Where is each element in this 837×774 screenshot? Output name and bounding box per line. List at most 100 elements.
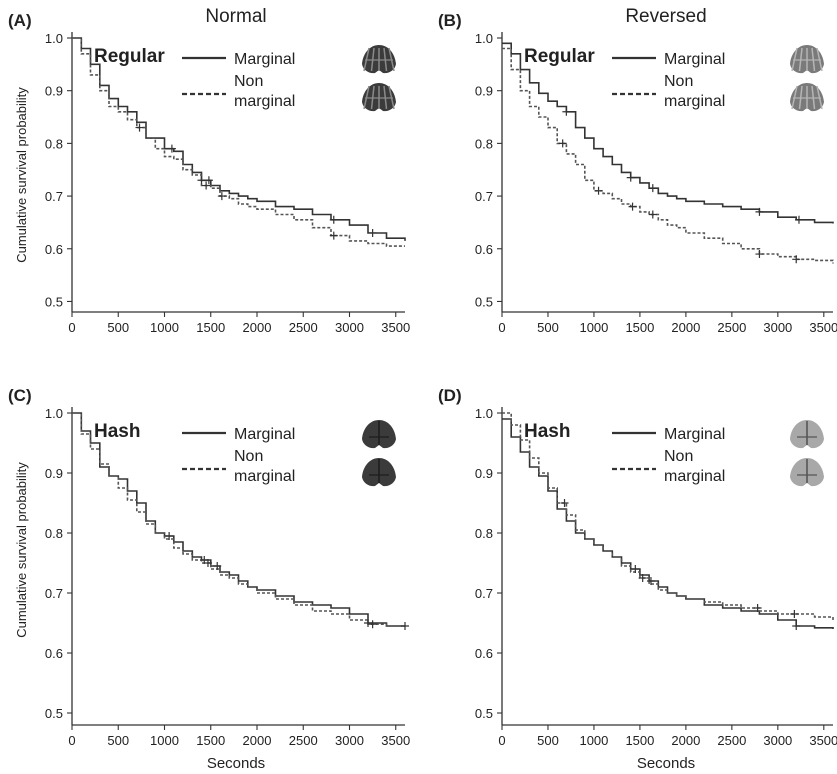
pattern-regular-light-icon	[790, 83, 824, 112]
y-tick-label: 0.6	[45, 646, 63, 661]
inset-label: Regular	[94, 46, 165, 67]
series-marginal-line	[72, 37, 406, 241]
x-tick-label: 0	[498, 320, 505, 335]
censor-mark	[638, 574, 647, 582]
y-tick-label: 0.5	[45, 706, 63, 721]
legend-label-non-marginal-line2: marginal	[664, 93, 725, 110]
legend-label-non-marginal-line1: Non	[234, 448, 263, 465]
x-tick-label: 500	[537, 320, 559, 335]
x-tick-label: 500	[107, 320, 129, 335]
censor-mark	[558, 139, 567, 148]
panel-3: (C) 0 500 1000 1500 2000 2500 3000 3500 0.5 0.6 0.7…	[8, 386, 410, 748]
y-tick-label: 0.8	[475, 526, 493, 541]
panel-4: (D) 0 500 1000 1500 2000 2500 3000 3500 0.5 0.6 0.7…	[438, 386, 837, 748]
y-tick-label: 0.7	[45, 586, 63, 601]
x-tick-label: 1500	[196, 320, 225, 335]
x-tick-label: 1000	[579, 320, 608, 335]
x-tick-label: 3000	[335, 320, 364, 335]
inset-label: Regular	[524, 46, 595, 67]
x-tick-label: 3000	[335, 733, 364, 748]
series-marginal-line	[502, 418, 834, 629]
series-marginal-line	[72, 412, 405, 627]
y-tick-label: 0.5	[475, 294, 493, 309]
y-tick-label: 0.8	[475, 136, 493, 151]
y-tick-label: 0.8	[45, 526, 63, 541]
x-tick-label: 500	[107, 733, 129, 748]
x-tick-label: 2500	[717, 320, 746, 335]
y-axis-label-top: Cumulative survival probability	[14, 87, 29, 263]
censor-mark	[368, 620, 377, 629]
legend-label-marginal: Marginal	[664, 426, 725, 443]
censor-mark	[167, 144, 176, 153]
y-tick-label: 1.0	[475, 31, 493, 46]
x-tick-label: 500	[537, 733, 559, 748]
censor-mark	[648, 210, 657, 219]
x-tick-label: 2500	[289, 733, 318, 748]
legend-label-non-marginal-line2: marginal	[234, 468, 295, 485]
y-tick-label: 0.5	[45, 294, 63, 309]
y-tick-label: 0.6	[475, 242, 493, 257]
censor-mark	[631, 565, 640, 573]
series-marginal-line	[502, 42, 834, 224]
x-tick-label: 1500	[196, 733, 225, 748]
y-tick-label: 0.9	[45, 84, 63, 99]
x-tick-label: 1500	[625, 320, 654, 335]
censor-mark	[790, 610, 799, 618]
censor-mark	[217, 192, 226, 201]
y-tick-label: 1.0	[45, 406, 63, 421]
x-tick-label: 3500	[809, 733, 837, 748]
y-tick-label: 0.7	[475, 586, 493, 601]
pattern-hash-light-icon	[790, 420, 824, 449]
panel-letter: (D)	[438, 386, 462, 405]
legend-label-marginal: Marginal	[664, 51, 725, 68]
y-tick-label: 0.5	[475, 706, 493, 721]
panel-letter: (A)	[8, 11, 32, 30]
legend-label-marginal: Marginal	[234, 51, 295, 68]
y-tick-label: 0.9	[475, 466, 493, 481]
x-tick-label: 1000	[579, 733, 608, 748]
legend-label-marginal: Marginal	[234, 426, 295, 443]
censor-mark	[792, 622, 801, 630]
x-axis-label-left: Seconds	[207, 755, 265, 772]
y-tick-label: 0.8	[45, 136, 63, 151]
y-tick-label: 0.6	[475, 646, 493, 661]
x-tick-label: 3500	[809, 320, 837, 335]
column-title-reversed: Reversed	[625, 6, 706, 27]
censor-mark	[368, 228, 377, 237]
y-tick-label: 0.6	[45, 242, 63, 257]
x-tick-label: 3500	[381, 733, 410, 748]
panel-1: (A) 0 500 1000 1500 2000 2500 3000 3500 0.5 0.6 0.7…	[8, 11, 410, 335]
x-tick-label: 3000	[763, 733, 792, 748]
censor-mark	[594, 186, 603, 195]
censor-mark	[329, 215, 338, 224]
censor-mark	[364, 619, 372, 627]
censor-mark	[213, 562, 222, 570]
y-tick-label: 0.9	[475, 84, 493, 99]
x-tick-label: 3000	[763, 320, 792, 335]
x-tick-label: 1000	[150, 320, 179, 335]
panel-2: (B) 0 500 1000 1500 2000 2500 3000 3500 0.5 0.6 0.7…	[438, 11, 837, 335]
censor-mark	[628, 202, 637, 211]
x-tick-label: 2000	[243, 733, 272, 748]
censor-mark	[753, 604, 762, 612]
censor-mark	[626, 173, 635, 182]
y-tick-label: 0.7	[45, 189, 63, 204]
y-axis-label-bottom: Cumulative survival probability	[14, 462, 29, 638]
pattern-regular-dark-icon	[362, 83, 396, 112]
censor-mark	[401, 622, 409, 630]
censor-mark	[646, 577, 655, 585]
inset-label: Hash	[94, 421, 140, 442]
pattern-hash-dark-icon	[362, 458, 396, 487]
panel-letter: (C)	[8, 386, 32, 405]
x-tick-label: 2000	[671, 320, 700, 335]
panels: (A) 0 500 1000 1500 2000 2500 3000 3500 0.5 0.6 0.7…	[8, 11, 837, 748]
x-axis-label-right: Seconds	[637, 755, 695, 772]
censor-mark	[755, 250, 764, 259]
x-tick-label: 2000	[243, 320, 272, 335]
inset-label: Hash	[524, 421, 570, 442]
x-tick-label: 2500	[289, 320, 318, 335]
x-tick-label: 3500	[381, 320, 410, 335]
censor-mark	[203, 559, 212, 567]
pattern-hash-dark-icon	[362, 420, 396, 449]
series-non-marginal-line	[72, 37, 405, 247]
